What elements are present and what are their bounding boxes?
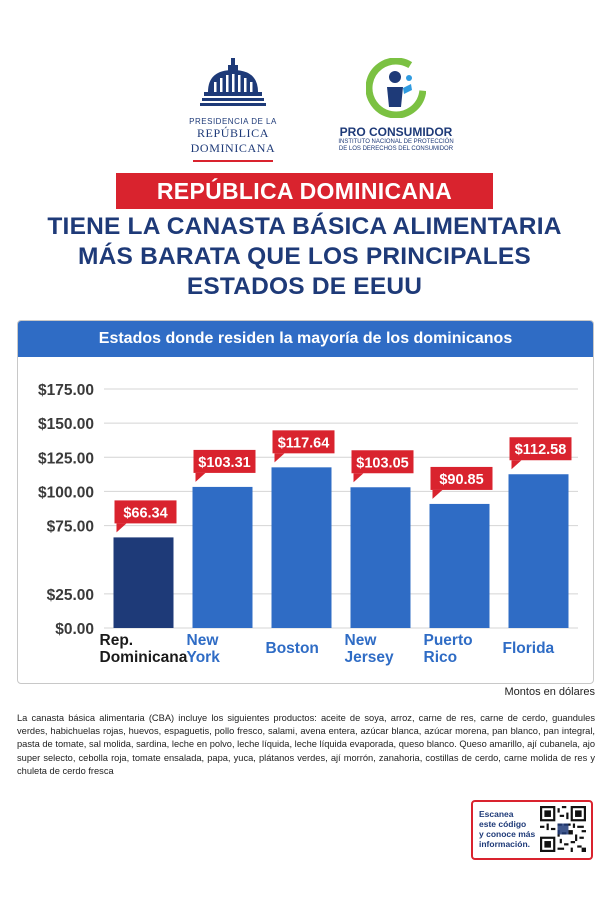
qr-text-line-1: Escanea [479, 809, 514, 819]
bar [350, 487, 411, 628]
value-label-box [430, 466, 493, 490]
category-label-line: Jersey [345, 649, 395, 666]
amounts-note: Montos en dólares [504, 686, 596, 698]
presidencia-big-text: REPÚBLICA DOMINICANA [190, 126, 276, 155]
presidencia-small-text: PRESIDENCIA DE LA [189, 117, 277, 126]
value-label-box [509, 437, 572, 461]
qr-text-line-3: y conoce más [479, 829, 536, 839]
category-label: Boston [266, 640, 319, 657]
category-label: Florida [503, 640, 555, 657]
proconsumidor-emblem-icon [365, 57, 427, 119]
value-label-box [351, 450, 414, 474]
bar [429, 503, 490, 628]
proconsumidor-subtitle-1: INSTITUTO NACIONAL DE PROTECCIÓN [338, 139, 454, 145]
value-label: $112.58 [509, 437, 572, 470]
category-label-line: Dominicana [100, 649, 188, 666]
category-label: Rep. Dominicana [100, 632, 188, 666]
bar [113, 537, 174, 628]
value-label-text: $90.85 [439, 472, 483, 488]
category-label: New York [187, 632, 221, 666]
y-tick-label: $125.00 [38, 450, 94, 467]
chart-container: Estados donde residen la mayoría de los … [17, 320, 594, 684]
proconsumidor-subtitle-2: DE LOS DERECHOS DEL CONSUMIDOR [338, 146, 454, 152]
category-label: New Jersey [345, 632, 395, 666]
presidencia-divider [193, 160, 273, 162]
presidencia-logo: PRESIDENCIA DE LA REPÚBLICA DOMINICANA [158, 58, 308, 162]
value-label-text: $66.34 [123, 505, 167, 521]
qr-callout[interactable]: Escanea este código y conoce más informa… [471, 800, 593, 860]
value-label-box [114, 500, 177, 524]
category-label-line: Puerto [424, 632, 473, 649]
category-label-line: York [187, 649, 221, 666]
bar [192, 486, 253, 628]
value-label: $66.34 [114, 500, 177, 533]
value-label-pointer [116, 523, 127, 533]
qr-code-icon[interactable] [540, 806, 586, 852]
category-label-line: New [187, 632, 220, 649]
logos-area: PRESIDENCIA DE LA REPÚBLICA DOMINICANA P… [0, 57, 609, 162]
value-label-pointer [353, 473, 364, 483]
category-label-line: Boston [266, 640, 319, 657]
category-label-line: Rico [424, 649, 458, 666]
headline: TIENE LA CANASTA BÁSICA ALIMENTARIA MÁS … [0, 212, 609, 302]
category-label-line: Florida [503, 640, 555, 657]
category-label-line: New [345, 632, 378, 649]
qr-text-line-4: información. [479, 839, 531, 849]
y-tick-label: $175.00 [38, 382, 94, 399]
qr-callout-text: Escanea este código y conoce más informa… [479, 809, 541, 849]
value-label-box [193, 449, 256, 473]
proconsumidor-name: PRO CONSUMIDOR [339, 125, 453, 139]
proconsumidor-logo: PRO CONSUMIDOR INSTITUTO NACIONAL DE PRO… [336, 57, 456, 153]
value-label-pointer [195, 472, 206, 482]
headline-line-2: MÁS BARATA QUE LOS PRINCIPALES [78, 243, 531, 270]
y-tick-label: $0.00 [55, 621, 94, 638]
value-label: $103.05 [351, 450, 414, 483]
value-label: $117.64 [272, 430, 335, 463]
headline-line-1: TIENE LA CANASTA BÁSICA ALIMENTARIA [47, 213, 562, 240]
y-tick-label: $75.00 [47, 519, 94, 536]
y-tick-label: $100.00 [38, 484, 94, 501]
bar [271, 467, 332, 628]
category-label-line: Rep. [100, 632, 134, 649]
value-label-pointer [432, 489, 443, 499]
value-label: $90.85 [430, 466, 493, 499]
value-label-text: $103.31 [198, 455, 250, 471]
y-tick-label: $25.00 [47, 587, 94, 604]
value-label-text: $117.64 [278, 435, 330, 451]
value-label-pointer [511, 460, 522, 470]
value-label-text: $103.05 [356, 455, 408, 471]
value-label: $103.31 [193, 449, 256, 482]
value-label-text: $112.58 [515, 442, 567, 458]
category-label: Puerto Rico [424, 632, 473, 666]
y-tick-label: $150.00 [38, 416, 94, 433]
capitol-dome-icon [200, 58, 266, 106]
value-label-pointer [274, 453, 285, 463]
country-banner: REPÚBLICA DOMINICANA [116, 173, 493, 209]
chart-title: Estados donde residen la mayoría de los … [18, 321, 593, 357]
basket-description: La canasta básica alimentaria (CBA) incl… [17, 713, 595, 776]
bar-chart: $0.00 $25.00 $75.00 $100.00 $125.00 $150.00 $1… [38, 382, 578, 666]
headline-line-3: ESTADOS DE EEUU [186, 273, 423, 300]
value-label-box [272, 430, 335, 454]
qr-text-line-2: este código [479, 819, 527, 829]
bar [508, 474, 569, 628]
